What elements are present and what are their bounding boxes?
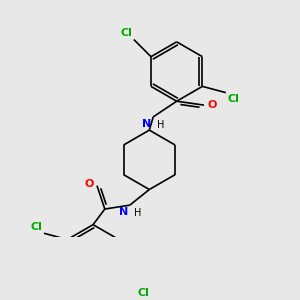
Text: O: O bbox=[207, 100, 217, 110]
Text: Cl: Cl bbox=[31, 222, 42, 232]
Text: N: N bbox=[119, 208, 128, 218]
Text: H: H bbox=[157, 120, 164, 130]
Text: O: O bbox=[85, 179, 94, 189]
Text: H: H bbox=[134, 208, 141, 218]
Text: Cl: Cl bbox=[137, 288, 149, 298]
Text: Cl: Cl bbox=[120, 28, 132, 38]
Text: Cl: Cl bbox=[227, 94, 239, 104]
Text: N: N bbox=[142, 119, 152, 129]
